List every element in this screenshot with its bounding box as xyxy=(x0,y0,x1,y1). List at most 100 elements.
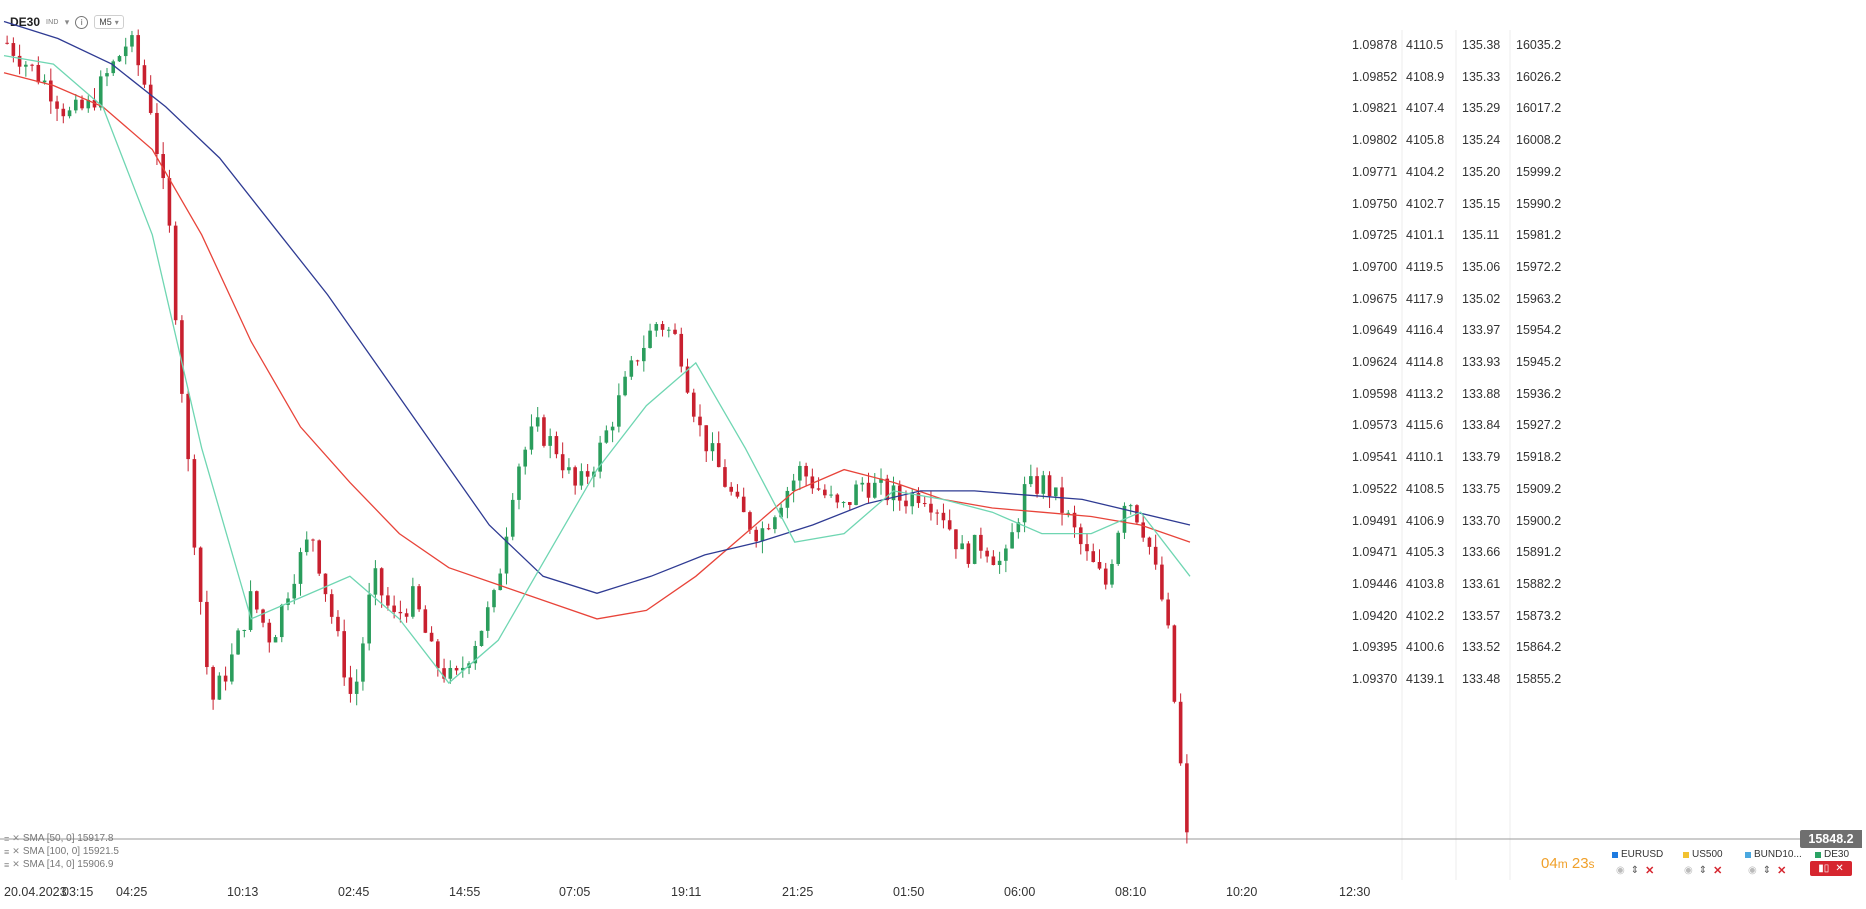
instrument-label: DE30 xyxy=(1824,849,1850,860)
candle-bullish xyxy=(1022,476,1027,533)
candles-icon[interactable]: ▮▯ xyxy=(1818,863,1830,874)
candle-bullish xyxy=(24,61,28,77)
candle-body xyxy=(17,55,22,67)
candle-bearish xyxy=(929,491,933,521)
candle-body xyxy=(211,667,215,700)
candle-body xyxy=(398,611,403,614)
candle-bullish xyxy=(1128,503,1133,515)
candle-body xyxy=(835,494,840,503)
candle-body xyxy=(517,466,521,500)
candle-bullish xyxy=(111,59,116,76)
eye-icon[interactable]: ◉ xyxy=(1684,865,1693,876)
reorder-icon[interactable]: ⇕ xyxy=(1762,865,1772,876)
timeframe-button[interactable]: M5 ▾ xyxy=(94,15,124,29)
candle-body xyxy=(891,485,896,501)
candle-bearish xyxy=(848,502,852,511)
chevron-down-icon[interactable]: ▾ xyxy=(64,16,70,27)
instrument-eurusd[interactable]: EURUSD xyxy=(1612,849,1663,860)
instrument-bund10[interactable]: BUND10... xyxy=(1745,849,1802,860)
candle-bearish xyxy=(180,315,184,403)
candle-body xyxy=(1103,568,1108,585)
reorder-icon[interactable]: ⇕ xyxy=(1630,865,1640,876)
candle-body xyxy=(230,654,234,682)
instrument-us500[interactable]: US500 xyxy=(1683,849,1723,860)
candle-bearish xyxy=(698,404,702,437)
candle-body xyxy=(810,476,815,489)
time-tick-label: 08:10 xyxy=(1115,885,1147,899)
candle-body xyxy=(1022,484,1027,523)
settings-icon[interactable]: ≡ xyxy=(4,846,10,857)
candle-body xyxy=(654,324,659,331)
candle-bullish xyxy=(361,637,365,691)
candle-body xyxy=(754,529,758,542)
candle-bullish xyxy=(879,468,883,495)
candle-bearish xyxy=(679,327,684,373)
candle-bullish xyxy=(230,643,234,685)
settings-icon[interactable]: ≡ xyxy=(4,859,10,870)
settings-icon[interactable]: ≡ xyxy=(4,833,10,844)
candle-bearish xyxy=(36,56,41,85)
close-icon[interactable]: ✕ xyxy=(1713,865,1723,877)
candle-body xyxy=(610,426,615,431)
countdown-minutes-unit: m xyxy=(1557,857,1568,871)
candle-body xyxy=(423,609,428,633)
indicator-row[interactable]: ≡ ✕ SMA [100, 0] 15921.5 xyxy=(4,845,119,858)
candle-body xyxy=(1166,599,1170,626)
candle-bearish xyxy=(691,388,696,423)
instrument-controls-de30[interactable]: ▮▯ ✕ xyxy=(1810,861,1852,876)
candle-body xyxy=(579,471,584,486)
indicator-row[interactable]: ≡ ✕ SMA [50, 0] 15917.8 xyxy=(4,832,119,845)
instrument-de30[interactable]: DE30 xyxy=(1815,849,1849,860)
candle-bullish xyxy=(629,355,634,380)
candle-bullish xyxy=(523,446,528,475)
candle-bearish xyxy=(192,454,197,556)
candle-body xyxy=(1078,527,1083,545)
candle-body xyxy=(523,449,528,467)
instrument-color-swatch xyxy=(1683,851,1689,858)
reorder-icon[interactable]: ⇕ xyxy=(1698,865,1708,876)
close-icon[interactable]: ✕ xyxy=(12,846,20,856)
candle-bullish xyxy=(1004,544,1008,573)
eye-icon[interactable]: ◉ xyxy=(1748,865,1757,876)
chevron-down-icon: ▾ xyxy=(114,17,119,27)
close-icon[interactable]: ✕ xyxy=(12,833,20,843)
candle-bullish xyxy=(467,661,471,675)
candle-bullish xyxy=(123,37,128,65)
info-icon[interactable]: i xyxy=(75,15,89,29)
candle-body xyxy=(105,73,109,77)
candle-body xyxy=(585,471,590,477)
candle-bearish xyxy=(1035,467,1039,498)
candle-body xyxy=(997,560,1002,566)
candle-bearish xyxy=(161,142,165,190)
indicator-label: SMA [14, 0] 15906.9 xyxy=(22,859,114,870)
candle-body xyxy=(729,486,734,492)
time-tick-label: 10:20 xyxy=(1226,885,1258,899)
candle-body xyxy=(885,478,890,501)
eye-icon[interactable]: ◉ xyxy=(1616,865,1625,876)
close-icon[interactable]: ✕ xyxy=(1645,865,1655,877)
close-icon[interactable]: ✕ xyxy=(1835,863,1844,874)
close-icon[interactable]: ✕ xyxy=(12,859,20,869)
candle-bearish xyxy=(810,468,815,494)
candle-body xyxy=(1147,537,1152,547)
candle-bullish xyxy=(279,603,284,643)
candle-bullish xyxy=(492,588,496,613)
candle-body xyxy=(979,534,983,551)
candle-bearish xyxy=(442,658,446,683)
candle-body xyxy=(273,637,278,643)
close-icon[interactable]: ✕ xyxy=(1777,865,1787,877)
candle-body xyxy=(773,517,777,530)
candle-body xyxy=(354,681,359,694)
candle-bearish xyxy=(311,538,315,552)
candle-body xyxy=(629,360,634,377)
candle-body xyxy=(142,65,147,85)
candle-body xyxy=(685,366,690,393)
candle-bearish xyxy=(398,600,403,623)
candle-bullish xyxy=(273,634,278,643)
candle-bullish xyxy=(604,425,609,444)
candle-body xyxy=(879,478,883,483)
candle-body xyxy=(1047,475,1052,497)
time-tick-label: 01:50 xyxy=(893,885,925,899)
indicator-row[interactable]: ≡ ✕ SMA [14, 0] 15906.9 xyxy=(4,858,119,871)
